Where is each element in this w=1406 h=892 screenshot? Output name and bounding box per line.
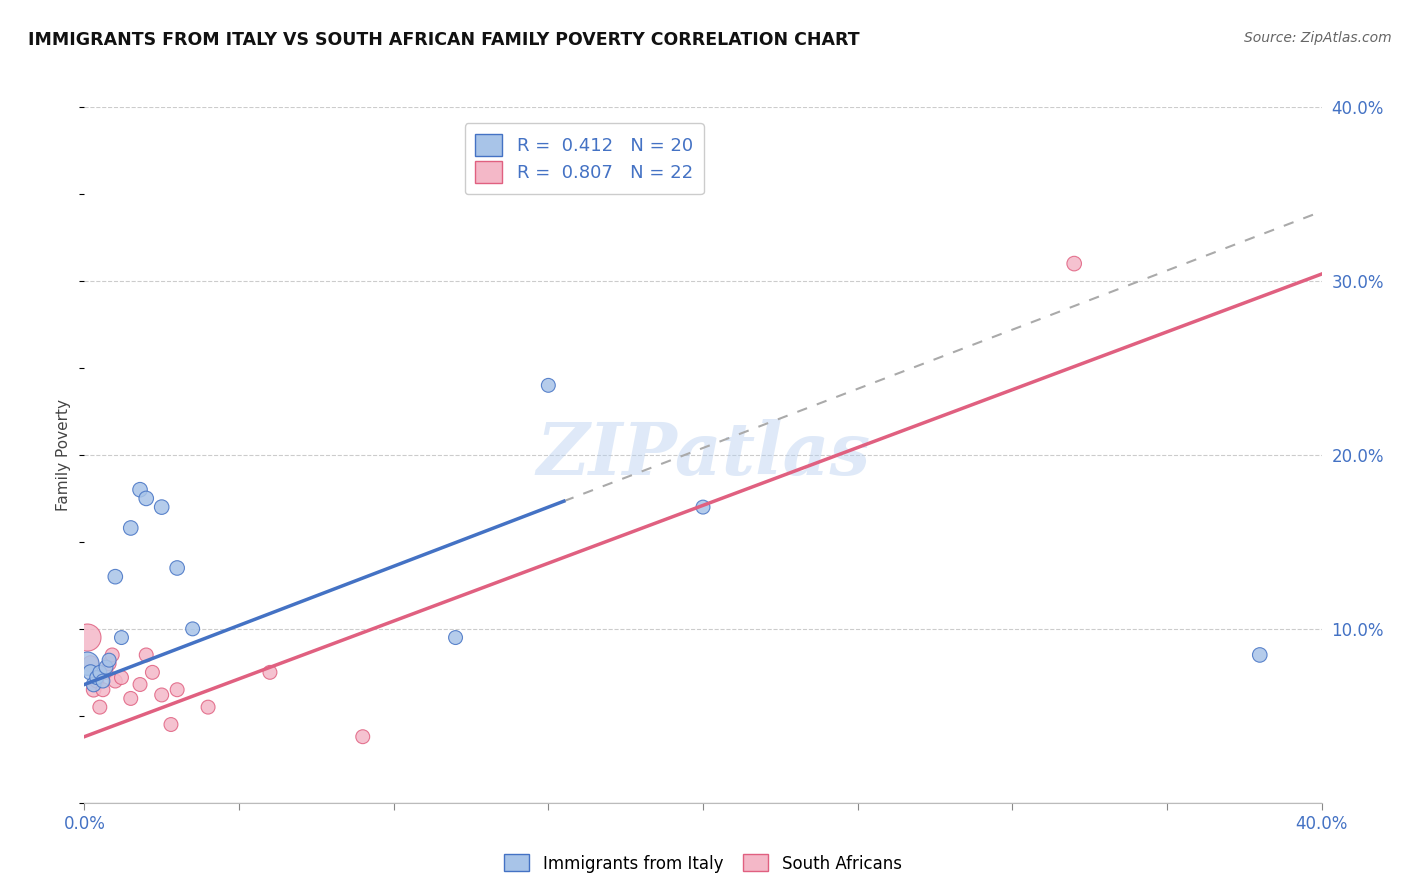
Point (197, 700, 219, 714)
Text: ZIPatlas: ZIPatlas (536, 419, 870, 491)
Point (1249, 648, 1271, 662)
Point (76, 631, 98, 645)
Point (91, 674, 114, 689)
Point (110, 631, 132, 645)
Point (76, 657, 98, 671)
Point (135, 648, 157, 662)
Point (86, 674, 108, 689)
Point (86, 671, 108, 685)
Point (150, 500, 173, 514)
Point (120, 691, 142, 706)
Point (444, 631, 467, 645)
Point (537, 378, 560, 392)
Point (101, 648, 124, 662)
Point (120, 521, 142, 535)
Y-axis label: Family Poverty: Family Poverty (56, 399, 72, 511)
Point (89, 700, 111, 714)
Point (166, 561, 188, 575)
Legend: R =  0.412   N = 20, R =  0.807   N = 22: R = 0.412 N = 20, R = 0.807 N = 22 (464, 123, 704, 194)
Point (79, 665, 101, 680)
Point (89, 665, 111, 680)
Point (160, 717, 183, 731)
Point (692, 500, 714, 514)
Point (110, 671, 132, 685)
Point (83, 682, 105, 697)
Point (1063, 256, 1085, 270)
Point (181, 622, 204, 636)
Point (150, 688, 173, 702)
Point (79, 657, 101, 671)
Point (129, 483, 152, 497)
Point (83, 677, 105, 691)
Point (166, 682, 188, 697)
Text: Source: ZipAtlas.com: Source: ZipAtlas.com (1244, 31, 1392, 45)
Point (104, 674, 127, 689)
Point (91, 682, 114, 697)
Point (259, 665, 281, 680)
Point (352, 730, 374, 744)
Point (98, 657, 121, 671)
Point (98, 653, 121, 667)
Point (94, 660, 117, 674)
Point (104, 570, 127, 584)
Point (135, 491, 157, 506)
Legend: Immigrants from Italy, South Africans: Immigrants from Italy, South Africans (498, 847, 908, 880)
Point (129, 677, 152, 691)
Point (141, 665, 163, 680)
Text: IMMIGRANTS FROM ITALY VS SOUTH AFRICAN FAMILY POVERTY CORRELATION CHART: IMMIGRANTS FROM ITALY VS SOUTH AFRICAN F… (28, 31, 859, 49)
Point (94, 665, 117, 680)
